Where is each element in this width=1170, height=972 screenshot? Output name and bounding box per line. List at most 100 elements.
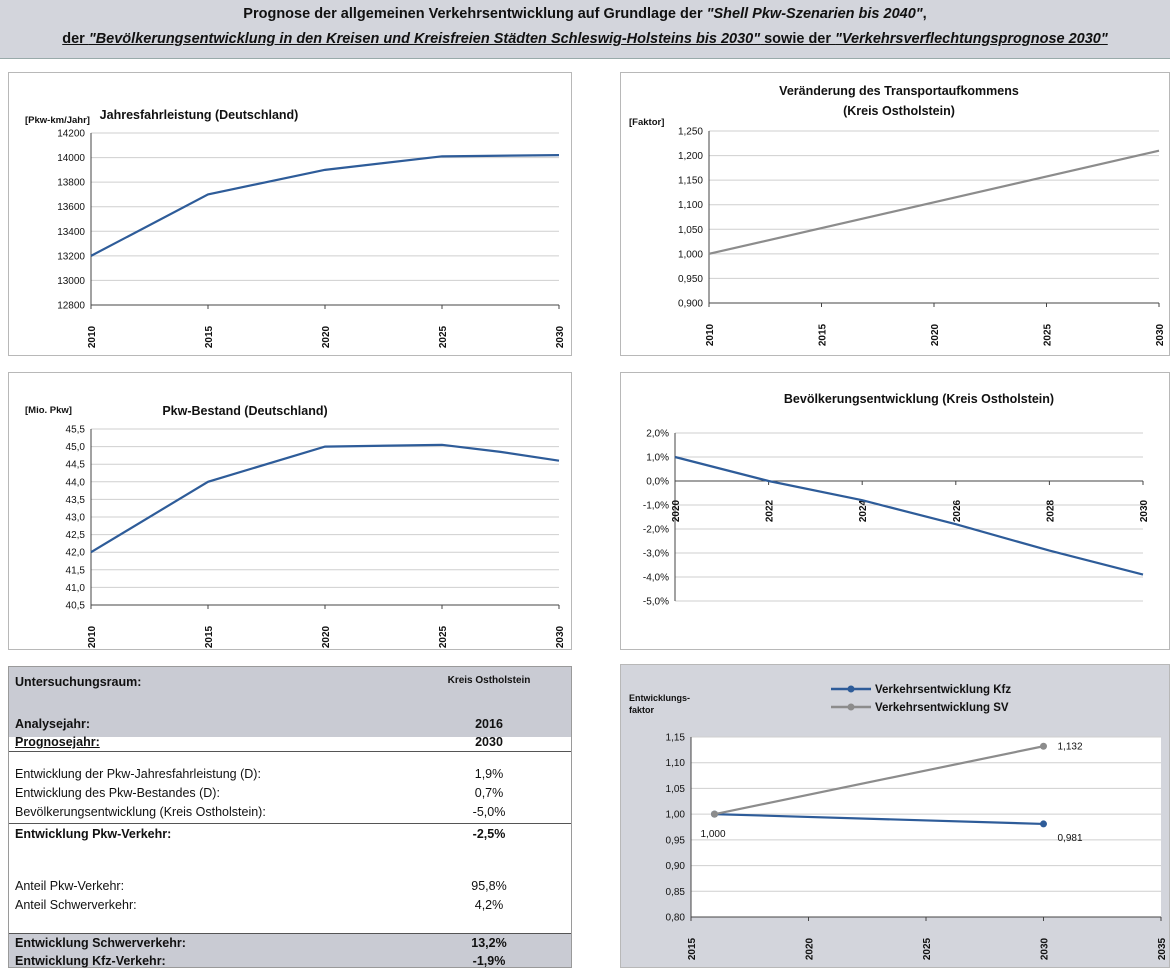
- header-line-1: Prognose der allgemeinen Verkehrsentwick…: [0, 6, 1170, 22]
- chart-traffic-development: 0,80 0,85 0,90 0,95 1,00 1,05 1,10 1,15 2015 2020…: [629, 684, 1168, 960]
- x-tick-label: 2025: [438, 325, 449, 348]
- chart-panel-transport-volume: 0,900 0,950 1,000 1,050 1,100 1,150 1,200 1,250…: [620, 72, 1170, 356]
- table-row: Bevölkerungsentwicklung (Kreis Ostholste…: [9, 805, 571, 824]
- y-tick-label: 1,200: [678, 151, 703, 162]
- y-tick-label: 40,5: [66, 601, 86, 612]
- x-tick-label: 2010: [87, 325, 98, 348]
- y-tick-label: 0,90: [666, 861, 686, 872]
- chart-panel-annual-mileage: 12800 13000 13200 13400 13600 13800 14000 14200…: [8, 72, 572, 356]
- data-label: 1,132: [1058, 741, 1083, 752]
- row-value: 1,9%: [474, 767, 504, 781]
- series-line: [674, 455, 1144, 576]
- chart-title: Jahresfahrleistung (Deutschland): [100, 108, 299, 122]
- y-tick-label: 1,05: [666, 784, 686, 795]
- x-tick-label: 2022: [765, 499, 776, 522]
- x-tick-label: 2025: [1043, 323, 1054, 346]
- x-tick-label: 2030: [555, 625, 566, 648]
- header-source-traffic: "Verkehrsverflechtungsprognose 2030": [835, 31, 1108, 47]
- row-value: 4,2%: [474, 898, 504, 912]
- chart-title: Veränderung des Transportaufkommens: [779, 84, 1019, 98]
- row-label: Entwicklung Pkw-Verkehr:: [15, 827, 172, 841]
- plot-area: [691, 737, 1161, 917]
- y-axis-label: faktor: [629, 705, 655, 715]
- chart-subtitle: (Kreis Ostholstein): [843, 104, 955, 118]
- x-tick-label: 2035: [1157, 937, 1168, 960]
- legend-entry: Verkehrsentwicklung Kfz: [875, 684, 1011, 696]
- chart-car-stock: 40,5 41,0 41,5 42,0 42,5 43,0 43,5 44,0 44,5 45,0…: [25, 404, 566, 648]
- row-label: Entwicklung Kfz-Verkehr:: [15, 954, 166, 968]
- x-tick-label: 2015: [204, 325, 215, 348]
- header-source-population: "Bevölkerungsentwicklung in den Kreisen …: [88, 31, 761, 47]
- y-tick-label: 1,050: [678, 225, 703, 236]
- y-tick-label: 0,80: [666, 913, 686, 924]
- row-label: Entwicklung der Pkw-Jahresfahrleistung (…: [15, 767, 261, 781]
- y-tick-label: 45,5: [66, 425, 86, 436]
- x-tick-label: 2015: [204, 625, 215, 648]
- y-tick-label: 13000: [57, 276, 85, 287]
- row-label: Analysejahr:: [15, 717, 91, 731]
- y-tick-label: 14200: [57, 129, 85, 140]
- series-line: [90, 154, 560, 257]
- y-tick-label: 43,0: [66, 513, 86, 524]
- data-point: [1040, 742, 1047, 750]
- data-label: 0,981: [1058, 833, 1083, 844]
- y-tick-label: 13800: [57, 178, 85, 189]
- y-tick-label: 13400: [57, 227, 85, 238]
- y-tick-label: 43,5: [66, 495, 86, 506]
- row-value: 2030: [475, 735, 503, 749]
- row-value: 2016: [475, 717, 503, 731]
- y-tick-label: 44,0: [66, 477, 86, 488]
- y-axis-label: Entwicklungs-: [629, 693, 690, 703]
- row-value: 0,7%: [474, 786, 504, 800]
- series-line: [90, 443, 560, 554]
- table-region: Kreis Ostholstein: [447, 675, 531, 686]
- y-tick-label: 0,900: [678, 299, 703, 310]
- table-title: Untersuchungsraum:: [15, 675, 142, 689]
- y-tick-label: 1,000: [678, 249, 703, 260]
- x-tick-label: 2020: [321, 325, 332, 348]
- table-row: Entwicklung Kfz-Verkehr: -1,9%: [9, 953, 571, 968]
- chart-annual-mileage: 12800 13000 13200 13400 13600 13800 14000 14200…: [25, 108, 566, 348]
- header-source-shell: "Shell Pkw-Szenarien bis 2040": [706, 6, 923, 22]
- y-tick-label: 1,00: [666, 810, 686, 821]
- y-tick-label: 13600: [57, 202, 85, 213]
- table-row: Entwicklung Schwerverkehr: 13,2%: [9, 933, 571, 954]
- data-label: 1,000: [701, 829, 726, 840]
- y-tick-label: -4,0%: [643, 573, 669, 584]
- row-label: Anteil Pkw-Verkehr:: [15, 879, 125, 893]
- x-tick-label: 2030: [1040, 937, 1051, 960]
- y-tick-label: 1,0%: [646, 453, 669, 464]
- x-tick-label: 2028: [1045, 499, 1056, 522]
- chart-title: Pkw-Bestand (Deutschland): [162, 404, 327, 418]
- summary-table: Untersuchungsraum: Kreis Ostholstein Ana…: [8, 666, 572, 968]
- y-tick-label: 1,10: [666, 758, 686, 769]
- header-text: Prognose der allgemeinen Verkehrsentwick…: [243, 6, 707, 22]
- y-tick-label: 0,95: [666, 835, 686, 846]
- page-header: Prognose der allgemeinen Verkehrsentwick…: [0, 0, 1170, 59]
- row-label: Bevölkerungsentwicklung (Kreis Ostholste…: [15, 805, 266, 819]
- series-line: [714, 813, 1044, 826]
- x-tick-label: 2020: [321, 625, 332, 648]
- row-label: Entwicklung Schwerverkehr:: [15, 936, 186, 950]
- chart-title: Bevölkerungsentwicklung (Kreis Ostholste…: [784, 392, 1054, 406]
- x-tick-label: 2030: [555, 325, 566, 348]
- y-axis-label: [Faktor]: [629, 117, 664, 128]
- series-line: [714, 745, 1044, 816]
- row-label: Entwicklung des Pkw-Bestandes (D):: [15, 786, 220, 800]
- y-tick-label: 1,100: [678, 200, 703, 211]
- y-tick-label: 42,5: [66, 530, 86, 541]
- chart-panel-traffic-development: 0,80 0,85 0,90 0,95 1,00 1,05 1,10 1,15 2015 2020…: [620, 664, 1170, 968]
- x-tick-label: 2010: [705, 323, 716, 346]
- legend-marker: [847, 685, 855, 693]
- table-header-block: [9, 667, 571, 737]
- header-text: sowie der: [760, 31, 836, 47]
- y-tick-label: 44,5: [66, 460, 86, 471]
- y-tick-label: 14000: [57, 153, 85, 164]
- row-value: -5,0%: [472, 805, 506, 819]
- x-tick-label: 2025: [438, 625, 449, 648]
- x-tick-label: 2020: [671, 499, 682, 522]
- y-axis-label: [Pkw-km/Jahr]: [25, 115, 90, 126]
- series-line: [708, 149, 1160, 255]
- x-tick-label: 2020: [805, 937, 816, 960]
- data-point: [711, 810, 718, 818]
